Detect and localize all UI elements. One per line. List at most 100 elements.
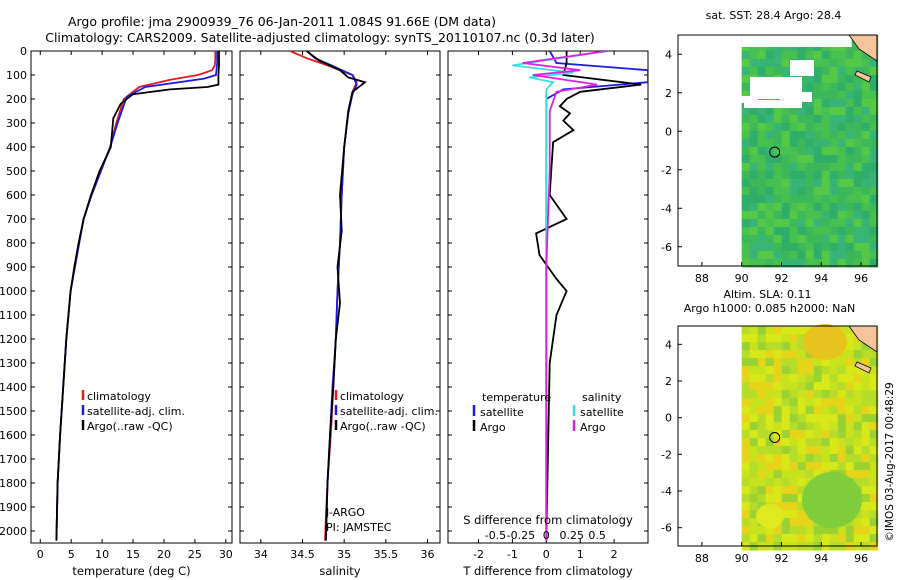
- sst_map-cell: [821, 163, 831, 172]
- diff-legend-label: Argo: [480, 421, 506, 434]
- sst_map-cell: [773, 67, 783, 76]
- sst_map-cell: [781, 139, 791, 148]
- depth-tick-label: 1300: [0, 357, 27, 370]
- sst_map-cell: [861, 59, 871, 68]
- sla_map-cell: [829, 534, 839, 543]
- sla_map-island: [854, 361, 872, 374]
- footer-stamp: ©IMOS 03-Aug-2017 00:48:29: [884, 382, 896, 541]
- sst_map-cell: [749, 115, 759, 124]
- sst_map-ytick-label: -6: [661, 241, 672, 254]
- sst_map-cell: [821, 251, 831, 260]
- sst_map-cell: [829, 219, 839, 228]
- sla_map-cell: [781, 382, 791, 391]
- sla-high-patch: [756, 504, 784, 528]
- depth-tick-label: 1100: [0, 309, 27, 322]
- sla_map-cell: [757, 390, 767, 399]
- sla_map-cell: [765, 462, 775, 471]
- sst_map-cell: [837, 43, 847, 52]
- sla_map-cell: [813, 366, 823, 375]
- sst_map-cell: [845, 75, 855, 84]
- sla_map-cell: [741, 382, 751, 391]
- sla_map-cell: [757, 494, 767, 503]
- sla_map-cell: [869, 374, 879, 383]
- sla_map-cell: [765, 374, 775, 383]
- temperature-frame: [30, 50, 233, 544]
- temperature-plot: 0100200300400500600700800900100011001200…: [0, 45, 233, 578]
- sla_map-xtick-label: 96: [854, 552, 868, 565]
- sst_map-cell: [837, 107, 847, 116]
- sla_map-cell: [749, 334, 759, 343]
- sst_map-cell: [861, 243, 871, 252]
- sst_map-cell: [797, 163, 807, 172]
- temperature-legend-label: climatology: [87, 390, 151, 403]
- sst_map-cell: [837, 139, 847, 148]
- sst_map-cell: [821, 211, 831, 220]
- sla_map-cell: [749, 342, 759, 351]
- sla_map-cell: [845, 398, 855, 407]
- sla_map-cell: [853, 446, 863, 455]
- sla_map-cell: [845, 374, 855, 383]
- sla_map-cell: [749, 478, 759, 487]
- sst_map-cell: [829, 115, 839, 124]
- sla_map-cell: [829, 390, 839, 399]
- sla_map-cell: [797, 446, 807, 455]
- sla_map-cell: [845, 462, 855, 471]
- sst_map-cell: [837, 235, 847, 244]
- sla_map-cell: [741, 390, 751, 399]
- sst_map-cell: [821, 195, 831, 204]
- sla_map-cell: [861, 454, 871, 463]
- sst_map-cell: [853, 235, 863, 244]
- difference-series-line: [522, 51, 608, 541]
- sla_map-cell: [781, 374, 791, 383]
- sla_map-cell: [813, 382, 823, 391]
- sla_map-cell: [773, 374, 783, 383]
- sst_map-cell: [805, 219, 815, 228]
- sla_map-cell: [853, 430, 863, 439]
- temperature-series-line: [55, 51, 219, 541]
- sst_map-xtick-label: 96: [854, 272, 868, 285]
- sst_map-cell: [845, 155, 855, 164]
- sla_map-cell: [829, 382, 839, 391]
- sla_map-cell: [797, 454, 807, 463]
- sst_map-cell: [821, 203, 831, 212]
- sla_map-cell: [797, 366, 807, 375]
- sla_map-cell: [757, 470, 767, 479]
- sst_map-cell: [829, 99, 839, 108]
- sla_map-cell: [781, 390, 791, 399]
- sla_map-ytick-label: 4: [665, 338, 672, 351]
- sla_map-cell: [845, 382, 855, 391]
- sla_map-cell: [741, 470, 751, 479]
- sst_map-cell: [773, 147, 783, 156]
- sst_map-cell: [757, 51, 767, 60]
- sla_map-cell: [845, 526, 855, 535]
- sla_map-cell: [749, 454, 759, 463]
- depth-tick-label: 2000: [0, 525, 27, 538]
- sla_map-cell: [837, 382, 847, 391]
- sst_map-cell: [845, 51, 855, 60]
- sla_map-cell: [749, 446, 759, 455]
- sst_map-cell: [773, 131, 783, 140]
- sst_map-cell: [757, 219, 767, 228]
- sla_map-cell: [837, 414, 847, 423]
- sla_map-cell: [837, 454, 847, 463]
- sst_map-cell: [861, 115, 871, 124]
- temperature-xtick-label: 0: [37, 548, 44, 561]
- sst_map-cell: [757, 163, 767, 172]
- sst_map-cell: [821, 123, 831, 132]
- sla_map-cell: [741, 526, 751, 535]
- sst_map-cell: [845, 251, 855, 260]
- sst_map-cell: [869, 211, 879, 220]
- sst_map-cell: [845, 195, 855, 204]
- sst_map-cell: [789, 219, 799, 228]
- sst_map-cell: [813, 203, 823, 212]
- sla_map-cell: [853, 406, 863, 415]
- sst_map-cell: [821, 107, 831, 116]
- sla_map-cell: [765, 486, 775, 495]
- sla_map-cell: [757, 398, 767, 407]
- sst_map-cell: [837, 187, 847, 196]
- sla_map-cell: [821, 382, 831, 391]
- sla_map-cell: [813, 358, 823, 367]
- sla_map-xtick-label: 88: [695, 552, 709, 565]
- sst_map-cell: [797, 211, 807, 220]
- pi-label: PI: JAMSTEC: [326, 521, 392, 534]
